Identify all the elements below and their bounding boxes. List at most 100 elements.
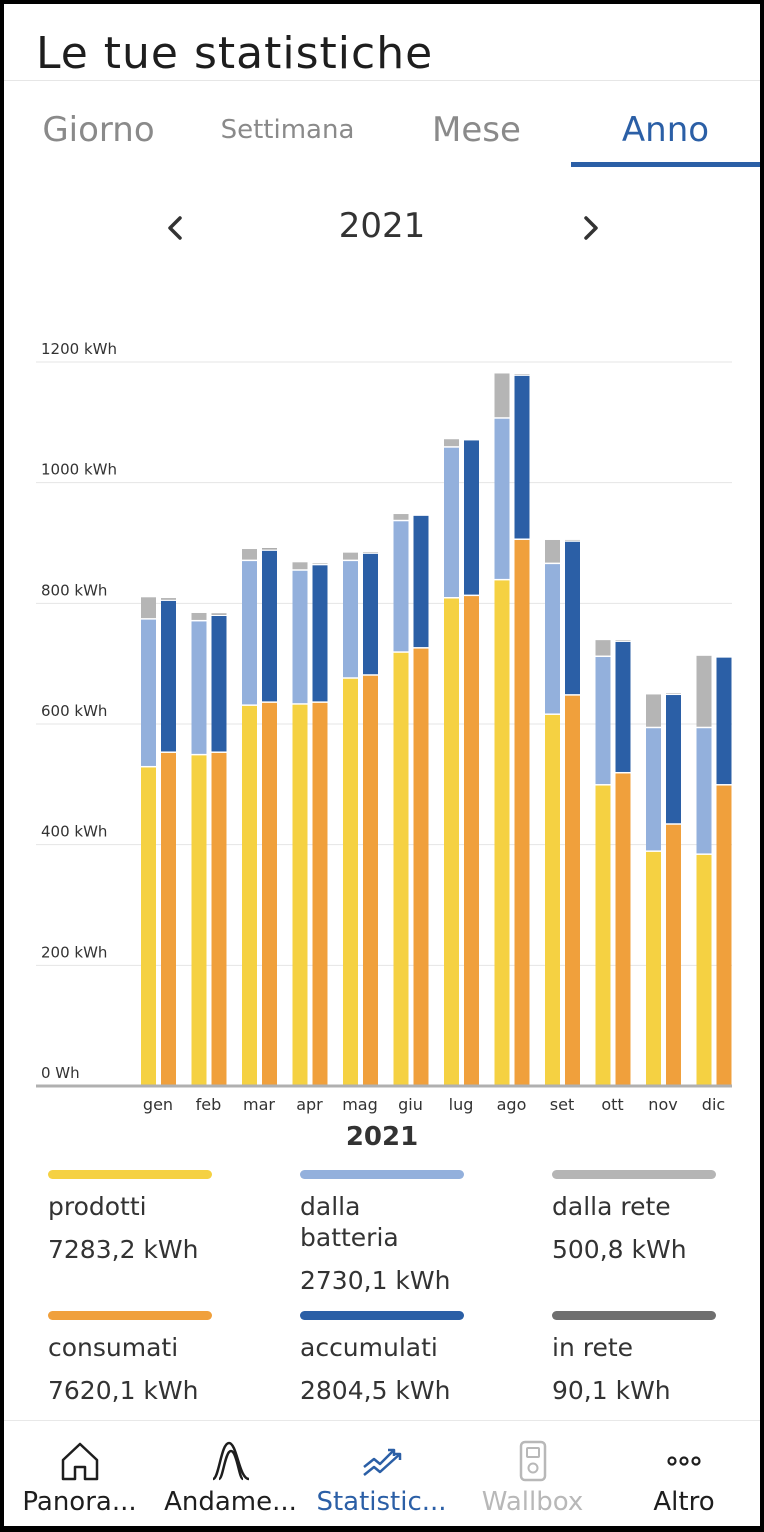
legend-swatch-dalla-batteria [300, 1170, 464, 1179]
bar-consumati [464, 596, 479, 1085]
bar-dalla-rete [191, 612, 207, 620]
nav-label-panoramica: Panora... [22, 1487, 137, 1517]
chevron-left-icon [168, 216, 182, 240]
nav-label-andamento: Andame... [164, 1487, 297, 1517]
bar-prodotti [444, 598, 459, 1085]
more-icon [667, 1456, 701, 1466]
bar-accumulati [262, 550, 277, 702]
legend-value-dalla-batteria: 2730,1 kWh [300, 1266, 451, 1295]
energy-chart: 0 Wh 200 kWh 400 kWh 600 kWh 800 kWh 1000 kWh… [4, 294, 760, 1124]
bar-accumulati [312, 565, 328, 702]
tab-anno[interactable]: Anno [621, 110, 710, 150]
legend-dalla-rete: dalla rete 500,8 kWh [552, 1170, 752, 1265]
y-tick-label: 1200 kWh [41, 340, 117, 358]
tab-mese[interactable]: Mese [432, 110, 521, 150]
bottom-navigation: Panora... Andame... Statistic... [4, 1420, 760, 1526]
legend-dalla-batteria: dalla batteria 2730,1 kWh [300, 1170, 500, 1296]
bar-consumati [211, 752, 227, 1085]
nav-panoramica[interactable]: Panora... [4, 1421, 155, 1526]
bar-dalla-batteria [646, 728, 661, 851]
bar-accumulati [514, 375, 530, 539]
bar-prodotti [242, 705, 257, 1085]
bar-accumulati [666, 695, 681, 824]
bar-dalla-batteria [242, 561, 257, 705]
x-tick-label: nov [648, 1095, 677, 1114]
bar-accumulati [211, 616, 227, 752]
legend-label-dalla-rete: dalla rete [552, 1192, 671, 1221]
bar-accumulati [161, 600, 176, 752]
bar-dalla-rete [141, 597, 156, 619]
x-tick-label: ago [497, 1095, 527, 1114]
bar-consumati [565, 695, 580, 1085]
bar-accumulati [716, 657, 732, 785]
bar-dalla-batteria [343, 561, 358, 678]
bar-dalla-rete [343, 552, 358, 560]
legend-label-dalla-batteria: dalla batteria [300, 1192, 399, 1252]
app-screen: Le tue statistiche Giorno Settimana Mese… [4, 4, 760, 1526]
legend-label-consumati: consumati [48, 1333, 179, 1362]
x-tick-label: mar [243, 1095, 275, 1114]
bar-in-rete [161, 598, 176, 600]
bar-in-rete [262, 548, 277, 550]
legend-in-rete: in rete 90,1 kWh [552, 1311, 752, 1406]
legend-prodotti: prodotti 7283,2 kWh [48, 1170, 248, 1265]
bar-accumulati [464, 440, 479, 595]
bar-consumati [262, 702, 277, 1085]
period-tabs: Giorno Settimana Mese Anno [4, 100, 760, 166]
energy-bar-chart: 0 Wh 200 kWh 400 kWh 600 kWh 800 kWh 1000 kWh… [36, 340, 732, 1114]
legend-label-prodotti: prodotti [48, 1192, 147, 1221]
y-tick-label: 200 kWh [41, 943, 107, 961]
year-navigator: 2021 [4, 200, 760, 260]
bar-prodotti [393, 652, 409, 1085]
bar-in-rete [211, 613, 227, 615]
bar-accumulati [565, 541, 580, 695]
bar-prodotti [292, 704, 308, 1085]
bar-dalla-rete [494, 373, 510, 418]
nav-andamento[interactable]: Andame... [155, 1421, 306, 1526]
previous-year-button[interactable] [156, 206, 196, 250]
nav-statistiche[interactable]: Statistic... [306, 1421, 457, 1526]
bar-prodotti [646, 851, 661, 1085]
bar-consumati [413, 648, 429, 1085]
chart-xlabel: 2021 [345, 1122, 419, 1152]
x-tick-label: lug [449, 1095, 474, 1114]
nav-wallbox[interactable]: Wallbox [457, 1421, 608, 1526]
legend-value-accumulati: 2804,5 kWh [300, 1376, 451, 1405]
x-tick-label: dic [702, 1095, 725, 1114]
bar-accumulati [615, 641, 631, 772]
curve-icon [211, 1441, 249, 1481]
y-tick-label: 1000 kWh [41, 461, 117, 479]
bar-dalla-rete [646, 694, 661, 727]
active-tab-indicator [571, 162, 760, 167]
bar-dalla-batteria [141, 619, 156, 766]
bar-prodotti [141, 767, 156, 1085]
home-icon [61, 1442, 98, 1481]
bar-dalla-batteria [292, 570, 308, 704]
nav-label-wallbox: Wallbox [481, 1487, 584, 1517]
y-tick-label: 0 Wh [41, 1064, 80, 1082]
title-divider [4, 80, 760, 81]
bar-consumati [716, 785, 732, 1085]
bar-consumati [666, 824, 681, 1085]
bar-dalla-rete [444, 439, 459, 447]
next-year-button[interactable] [570, 206, 610, 250]
bar-dalla-batteria [696, 728, 712, 854]
bar-dalla-rete [292, 562, 308, 570]
nav-altro[interactable]: Altro [608, 1421, 760, 1526]
nav-label-altro: Altro [653, 1487, 715, 1517]
page-title: Le tue statistiche [36, 28, 434, 79]
legend-value-consumati: 7620,1 kWh [48, 1376, 199, 1405]
legend-swatch-in-rete [552, 1311, 716, 1320]
bar-dalla-batteria [545, 564, 560, 714]
bar-dalla-batteria [444, 447, 459, 598]
x-tick-label: giu [398, 1095, 423, 1114]
legend-swatch-dalla-rete [552, 1170, 716, 1179]
year-label: 2021 [338, 206, 426, 246]
bar-dalla-batteria [595, 657, 611, 785]
tab-settimana[interactable]: Settimana [220, 115, 355, 145]
tab-giorno[interactable]: Giorno [42, 110, 155, 150]
bar-consumati [514, 539, 530, 1085]
bar-prodotti [696, 854, 712, 1085]
legend-swatch-accumulati [300, 1311, 464, 1320]
bar-consumati [161, 752, 176, 1085]
